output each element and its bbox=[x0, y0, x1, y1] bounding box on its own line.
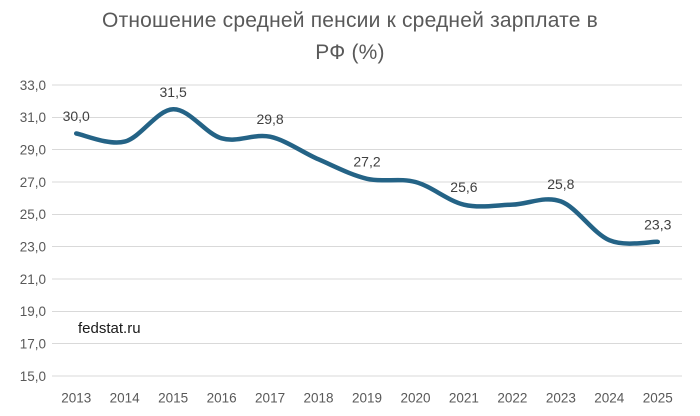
chart-title-line-2: РФ (%) bbox=[315, 41, 385, 64]
x-axis-tick-label: 2025 bbox=[643, 391, 673, 406]
x-axis-tick-label: 2021 bbox=[449, 391, 479, 406]
x-axis-tick-label: 2013 bbox=[61, 391, 91, 406]
y-axis-tick-label: 23,0 bbox=[20, 239, 46, 254]
x-axis-tick-label: 2019 bbox=[352, 391, 382, 406]
chart-title: Отношение средней пенсии к средней зарпл… bbox=[0, 5, 700, 69]
data-point-label: 30,0 bbox=[63, 108, 90, 124]
x-axis-tick-label: 2016 bbox=[207, 391, 237, 406]
data-point-label: 27,2 bbox=[353, 153, 380, 169]
x-axis-tick-label: 2014 bbox=[110, 391, 141, 406]
data-point-label: 23,3 bbox=[644, 216, 671, 232]
chart-title-line-1: Отношение средней пенсии к средней зарпл… bbox=[102, 9, 598, 32]
x-axis-tick-label: 2015 bbox=[158, 391, 188, 406]
y-axis-tick-label: 27,0 bbox=[20, 175, 46, 190]
data-point-label: 29,8 bbox=[256, 111, 283, 127]
data-point-label: 25,8 bbox=[547, 176, 574, 192]
x-axis-tick-label: 2024 bbox=[594, 391, 625, 406]
x-axis-tick-label: 2022 bbox=[497, 391, 527, 406]
y-axis-tick-label: 33,0 bbox=[20, 78, 46, 93]
y-axis-tick-label: 19,0 bbox=[20, 304, 46, 319]
data-point-label: 25,6 bbox=[450, 179, 477, 195]
y-axis-tick-label: 29,0 bbox=[20, 142, 46, 157]
y-axis-tick-label: 15,0 bbox=[20, 369, 46, 384]
y-axis-tick-label: 17,0 bbox=[20, 336, 46, 351]
x-axis-tick-label: 2020 bbox=[400, 391, 430, 406]
x-axis-tick-label: 2017 bbox=[255, 391, 285, 406]
data-point-label: 31,5 bbox=[160, 84, 187, 100]
y-axis-tick-label: 25,0 bbox=[20, 207, 46, 222]
data-series-line bbox=[73, 106, 661, 246]
x-axis-tick-label: 2023 bbox=[546, 391, 576, 406]
source-credit-label: fedstat.ru bbox=[78, 320, 141, 337]
y-axis-tick-label: 21,0 bbox=[20, 272, 46, 287]
y-axis-tick-label: 31,0 bbox=[20, 110, 46, 125]
x-axis-tick-label: 2018 bbox=[304, 391, 334, 406]
